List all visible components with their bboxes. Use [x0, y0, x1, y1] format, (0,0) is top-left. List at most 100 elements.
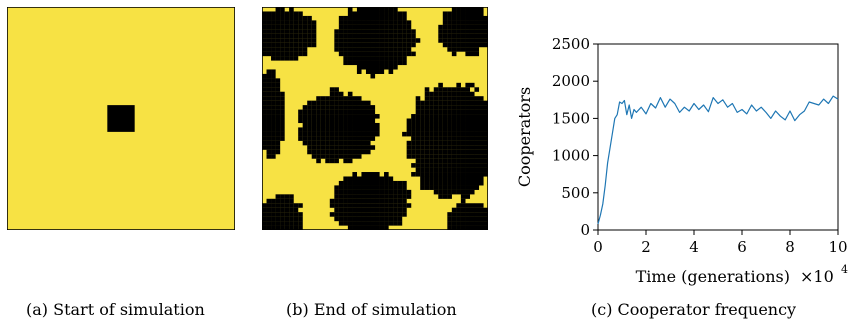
defector-cell — [271, 20, 276, 25]
defector-cell — [334, 212, 339, 217]
grid-border — [7, 7, 235, 230]
defector-cell — [460, 167, 466, 173]
defector-cell — [456, 185, 461, 190]
defector-cell — [451, 118, 457, 124]
defector-cell — [460, 38, 466, 43]
defector-cell — [275, 33, 281, 39]
defector-cell — [311, 149, 317, 155]
defector-cell — [338, 131, 344, 137]
y-tick-label: 0 — [580, 221, 590, 239]
defector-cell — [275, 225, 281, 230]
defector-cell — [347, 145, 353, 150]
defector-cell — [447, 154, 452, 159]
defector-cell — [271, 24, 276, 30]
defector-cell — [329, 203, 335, 208]
defector-cell — [447, 145, 452, 150]
defector-cell — [442, 185, 448, 190]
defector-cell — [370, 189, 376, 195]
defector-cell — [280, 207, 285, 213]
defector-cell — [280, 56, 285, 61]
defector-cell — [370, 185, 376, 190]
defector-cell — [465, 145, 471, 150]
defector-cell — [433, 140, 439, 146]
defector-cell — [451, 172, 457, 177]
defector-cell — [289, 38, 294, 43]
defector-cell — [429, 100, 434, 106]
defector-cell — [356, 24, 362, 30]
defector-cell — [311, 114, 317, 119]
defector-cell — [271, 145, 276, 150]
defector-cell — [420, 105, 425, 110]
defector-cell — [343, 180, 348, 186]
defector-cell — [469, 109, 475, 115]
defector-cell — [415, 131, 421, 137]
defector-cell — [302, 105, 308, 110]
defector-cell — [447, 15, 452, 21]
defector-cell — [347, 118, 353, 124]
defector-cell — [447, 140, 452, 146]
defector-cell — [352, 114, 358, 119]
defector-cell — [397, 20, 403, 25]
defector-cell — [397, 216, 403, 222]
defector-cell — [465, 82, 471, 88]
defector-cell — [474, 96, 480, 101]
defector-cell — [393, 56, 398, 61]
defector-cell — [465, 180, 471, 186]
defector-cell — [347, 105, 353, 110]
defector-cell — [365, 136, 371, 141]
defector-cell — [465, 51, 471, 57]
defector-cell — [361, 176, 367, 182]
defector-cell — [420, 180, 425, 186]
defector-cell — [474, 42, 480, 48]
defector-cell — [338, 212, 344, 217]
defector-cell — [302, 24, 308, 30]
defector-cell — [316, 100, 321, 106]
defector-cell — [456, 11, 461, 17]
defector-cell — [275, 207, 281, 213]
defector-cell — [361, 131, 367, 137]
defector-cell — [397, 180, 403, 186]
defector-cell — [343, 109, 348, 115]
defector-cell — [402, 194, 407, 199]
defector-cell — [325, 140, 330, 146]
defector-cell — [262, 47, 267, 52]
defector-cell — [289, 221, 294, 226]
defector-cell — [334, 131, 339, 137]
defector-cell — [347, 96, 353, 101]
defector-cell — [275, 131, 281, 137]
defector-cell — [406, 29, 412, 34]
defector-cell — [460, 158, 466, 164]
defector-cell — [271, 127, 276, 132]
defector-cell — [438, 185, 443, 190]
defector-cell — [370, 64, 376, 70]
defector-cell — [298, 131, 303, 137]
defector-cell — [280, 51, 285, 57]
defector-cell — [347, 11, 353, 17]
defector-cell — [456, 122, 461, 128]
defector-cell — [343, 47, 348, 52]
defector-cell — [347, 136, 353, 141]
defector-cell — [375, 20, 380, 25]
defector-cell — [415, 154, 421, 159]
defector-cell — [370, 114, 376, 119]
defector-cell — [460, 11, 466, 17]
defector-cell — [415, 114, 421, 119]
defector-cell — [384, 221, 389, 226]
defector-cell — [311, 29, 317, 34]
defector-cell — [280, 42, 285, 48]
defector-cell — [478, 207, 484, 213]
defector-cell — [478, 33, 484, 39]
defector-cell — [361, 122, 367, 128]
defector-cell — [478, 7, 484, 12]
defector-cell — [352, 118, 358, 124]
defector-cell — [402, 189, 407, 195]
defector-cell — [338, 189, 344, 195]
defector-cell — [361, 42, 367, 48]
defector-cell — [266, 78, 272, 83]
defector-cell — [311, 24, 317, 30]
defector-cell — [402, 198, 407, 204]
defector-cell — [338, 216, 344, 222]
defector-cell — [456, 7, 461, 12]
defector-cell — [411, 136, 416, 141]
defector-cell — [347, 91, 353, 97]
